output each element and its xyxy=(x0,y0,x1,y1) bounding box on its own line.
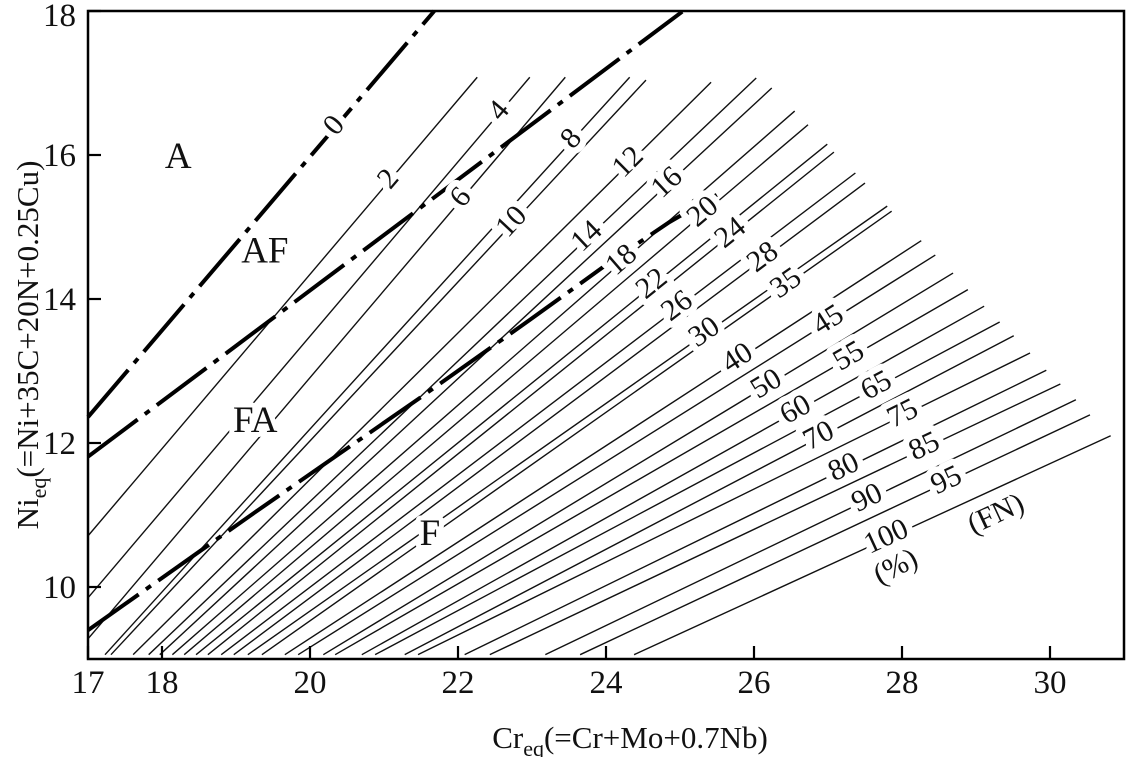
iso-fn-label-16: 16 xyxy=(644,160,688,205)
x-tick-label-18: 18 xyxy=(146,665,179,701)
iso-fn-label-14: 14 xyxy=(564,213,608,258)
region-label-fa: FA xyxy=(233,400,278,441)
iso-fn-label-55: 55 xyxy=(827,334,869,378)
iso-fn-line-90 xyxy=(545,399,1077,656)
iso-fn-line-50 xyxy=(322,272,954,656)
iso-fn-line-28 xyxy=(233,182,866,656)
y-tick-label-16: 16 xyxy=(43,138,76,174)
iso-fn-line-55 xyxy=(334,289,969,656)
region-label-af: AF xyxy=(241,230,288,271)
iso-fn-line-24 xyxy=(207,151,835,656)
unit-label-fn: (FN) xyxy=(962,486,1029,541)
iso-fn-label-4: 4 xyxy=(481,94,516,127)
iso-fn-line-40 xyxy=(284,240,922,656)
iso-fn-label-10: 10 xyxy=(489,199,534,243)
x-tick-label-24: 24 xyxy=(590,665,623,701)
iso-fn-line-20 xyxy=(183,124,809,656)
iso-fn-line-85 xyxy=(489,383,1061,656)
x-tick-label-26: 26 xyxy=(738,665,771,701)
region-label-a: A xyxy=(165,136,192,177)
iso-fn-line-26 xyxy=(220,172,856,656)
iso-fn-line-95 xyxy=(579,414,1091,656)
iso-fn-line-65 xyxy=(374,321,1001,656)
y-tick-label-12: 12 xyxy=(43,426,76,462)
iso-fn-line-16 xyxy=(159,87,773,656)
iso-fn-line-10 xyxy=(110,79,647,656)
iso-fn-line-75 xyxy=(417,352,1031,656)
iso-fn-line-12 xyxy=(132,81,712,656)
region-label-f: F xyxy=(420,513,441,554)
boundary-line-af-fa xyxy=(86,10,684,459)
iso-fn-label-12: 12 xyxy=(605,139,650,184)
iso-fn-label-95: 95 xyxy=(925,458,966,501)
x-tick-label-22: 22 xyxy=(442,665,475,701)
iso-fn-line-70 xyxy=(404,335,1015,656)
iso-fn-label-45: 45 xyxy=(806,297,849,341)
iso-fn-line-14 xyxy=(148,77,757,656)
boundary-line-fa-f xyxy=(86,189,724,632)
y-axis-title: Nieq(=Ni+35C+20N+0.25Cu) xyxy=(10,161,51,530)
x-tick-label-28: 28 xyxy=(886,665,919,701)
iso-fn-line-30 xyxy=(247,205,888,656)
y-tick-label-14: 14 xyxy=(43,282,76,318)
iso-fn-line-100 xyxy=(633,435,1111,656)
iso-fn-label-75: 75 xyxy=(882,392,923,435)
y-tick-label-18: 18 xyxy=(43,0,76,34)
iso-fn-label-8: 8 xyxy=(554,121,589,154)
iso-fn-label-85: 85 xyxy=(903,424,944,467)
iso-fn-line-60 xyxy=(361,305,985,656)
x-tick-label-17: 17 xyxy=(72,665,105,701)
iso-fn-line-22 xyxy=(195,143,828,656)
y-tick-label-10: 10 xyxy=(43,570,76,606)
iso-fn-line-6 xyxy=(87,76,566,640)
iso-fn-label-6: 6 xyxy=(443,181,478,214)
boundary-line-a-af xyxy=(86,9,436,419)
x-axis-title: Creq(=Cr+Mo+0.7Nb) xyxy=(492,720,768,757)
iso-fn-line-80 xyxy=(464,369,1047,656)
iso-fn-line-35 xyxy=(261,210,893,656)
x-tick-label-30: 30 xyxy=(1034,665,1067,701)
iso-fn-line-18 xyxy=(171,110,796,656)
iso-fn-line-4 xyxy=(87,76,531,599)
iso-fn-line-2 xyxy=(87,76,478,537)
x-tick-label-20: 20 xyxy=(294,665,327,701)
iso-fn-line-45 xyxy=(297,254,936,656)
